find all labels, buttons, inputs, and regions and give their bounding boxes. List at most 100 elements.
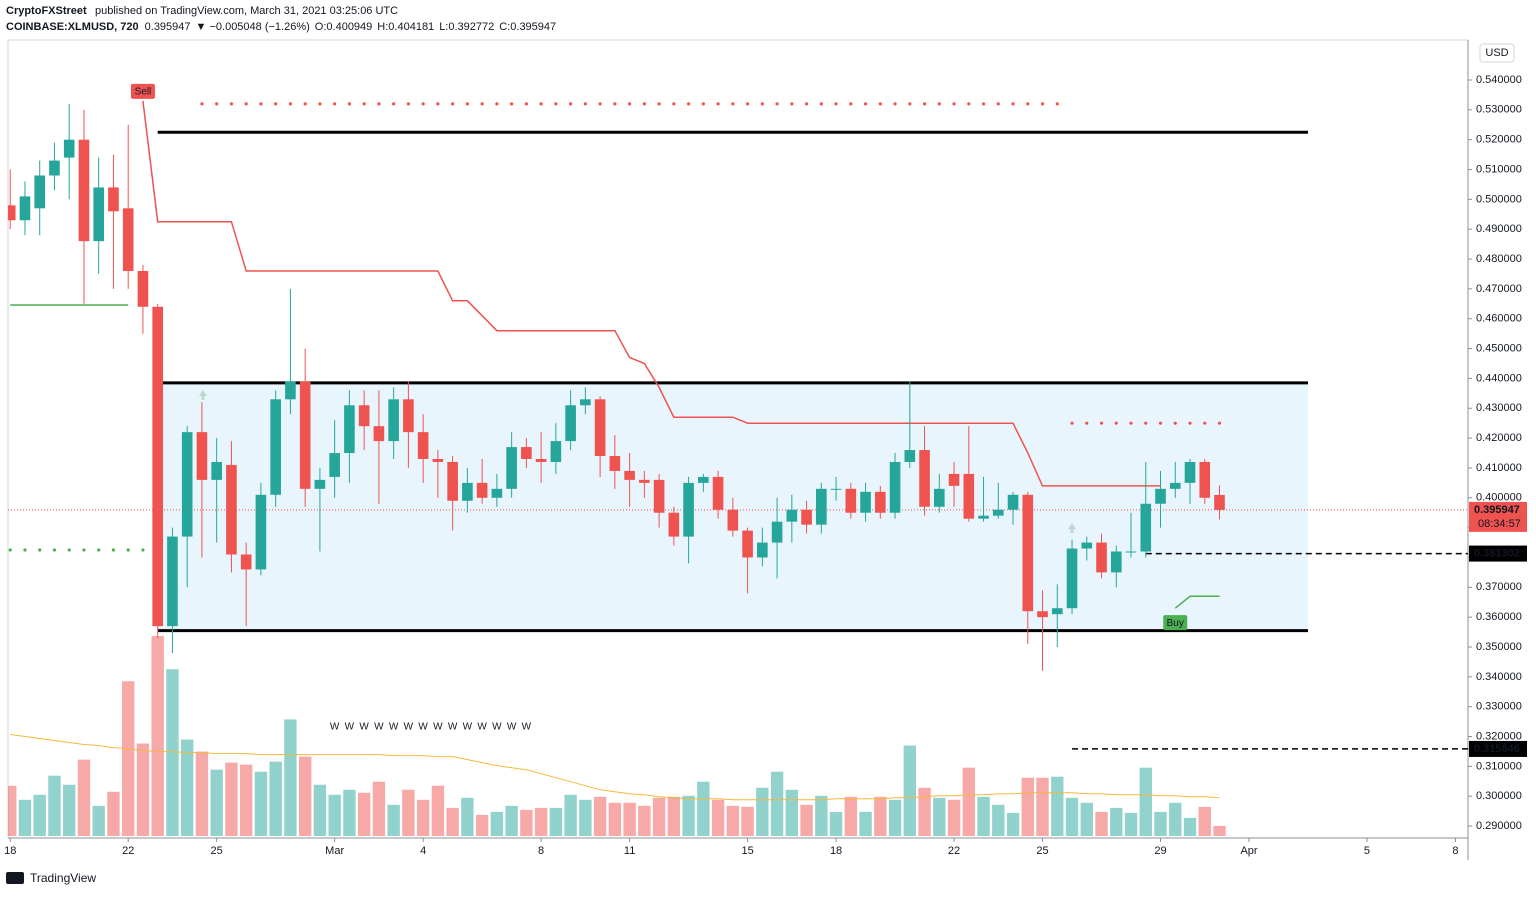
volume-bar [357, 792, 371, 836]
y-tick-label: 0.460000 [1476, 313, 1522, 325]
candle-body [299, 381, 311, 489]
candle-body [19, 196, 31, 221]
dot [1070, 421, 1074, 425]
candle-body [550, 441, 562, 462]
dot [672, 102, 676, 106]
candle-body [78, 139, 90, 242]
dot [1026, 102, 1030, 106]
pattern-label: W [418, 722, 428, 733]
volume-bar [225, 762, 238, 836]
y-tick-label: 0.320000 [1476, 730, 1522, 742]
dot [82, 548, 86, 552]
dot [1203, 421, 1207, 425]
dot [760, 102, 764, 106]
candle-body [1169, 482, 1181, 489]
dot [922, 102, 927, 106]
volume-bar [682, 795, 695, 836]
volume-bar [1006, 812, 1020, 836]
currency-box[interactable] [1479, 43, 1515, 63]
volume-bar [343, 789, 356, 836]
candle-body [373, 426, 385, 442]
x-tick-label: 22 [122, 845, 134, 857]
level-price-label: 0.381302 [1474, 547, 1520, 559]
y-tick-label: 0.330000 [1476, 701, 1522, 713]
current-price-label-box [1469, 501, 1527, 532]
ohlc-value: 0.392772 [448, 21, 494, 33]
candle-body [653, 479, 665, 513]
dot [731, 102, 735, 106]
candle-body [329, 453, 340, 477]
candle-body [49, 160, 60, 176]
candle-body [786, 509, 798, 522]
dot [288, 102, 293, 106]
volume-bar [18, 799, 32, 836]
candle-body [801, 509, 812, 525]
dot [333, 102, 337, 106]
dot [1011, 102, 1015, 106]
candle-body [181, 432, 193, 537]
dot [244, 102, 248, 106]
candle-body [535, 458, 547, 462]
candle-body [978, 515, 989, 519]
dot [642, 102, 646, 106]
volume-bar [874, 796, 887, 836]
dot [996, 102, 1000, 106]
candle-body [1184, 461, 1196, 483]
volume-bar [1065, 797, 1079, 836]
supertrend [142, 100, 1161, 487]
volume-bar [564, 794, 577, 836]
dot [52, 548, 57, 552]
dot [834, 102, 838, 106]
volume-bar [446, 807, 459, 836]
y-tick-label: 0.520000 [1476, 134, 1522, 146]
volume-bar [726, 805, 740, 836]
candle-body [447, 461, 458, 501]
candle-body [830, 488, 842, 490]
candle-body [1066, 548, 1078, 609]
volume-bar [48, 775, 61, 836]
volume-bar [1154, 811, 1167, 836]
candle-body [992, 509, 1004, 516]
volume-bar [416, 799, 430, 836]
y-tick-label: 0.310000 [1476, 760, 1522, 772]
volume-bar [490, 811, 504, 836]
dot [878, 102, 882, 106]
y-tick-label: 0.470000 [1476, 283, 1522, 295]
volume-bar [859, 811, 872, 836]
signal-label: Buy [1167, 618, 1184, 629]
pattern-label: W [389, 722, 399, 733]
volume-bar [741, 806, 754, 836]
candle-body [1214, 494, 1225, 510]
x-tick-label: Apr [1240, 845, 1257, 857]
volume-bar [1183, 817, 1197, 836]
volume-bar [1169, 802, 1182, 836]
x-tick-label: 8 [1452, 845, 1458, 857]
candle-body [1007, 494, 1019, 510]
dot [1129, 421, 1133, 425]
candle-body [933, 488, 945, 507]
pattern-label: W [463, 722, 473, 733]
candle-body [1125, 551, 1137, 553]
ohlc-key: O: [315, 21, 327, 33]
volume-bar [151, 636, 164, 836]
dot [952, 102, 956, 106]
dot [539, 102, 543, 106]
dot [716, 102, 720, 106]
volume-ma [10, 734, 1220, 801]
candle-body [948, 473, 960, 486]
candle-body [712, 476, 724, 510]
signal-box [130, 83, 155, 99]
candle-body [358, 405, 370, 427]
dot [38, 548, 42, 552]
dot [775, 102, 779, 106]
candle-body [388, 399, 399, 442]
y-tick-label: 0.430000 [1476, 402, 1522, 414]
candle-body [668, 512, 680, 537]
dot [657, 102, 661, 106]
volume-bar [313, 784, 327, 836]
candle-body [1096, 542, 1107, 573]
volume-bar [652, 797, 666, 836]
level-price-label-box [1469, 740, 1527, 757]
candle-body [506, 447, 517, 489]
supertrend [10, 304, 1220, 609]
